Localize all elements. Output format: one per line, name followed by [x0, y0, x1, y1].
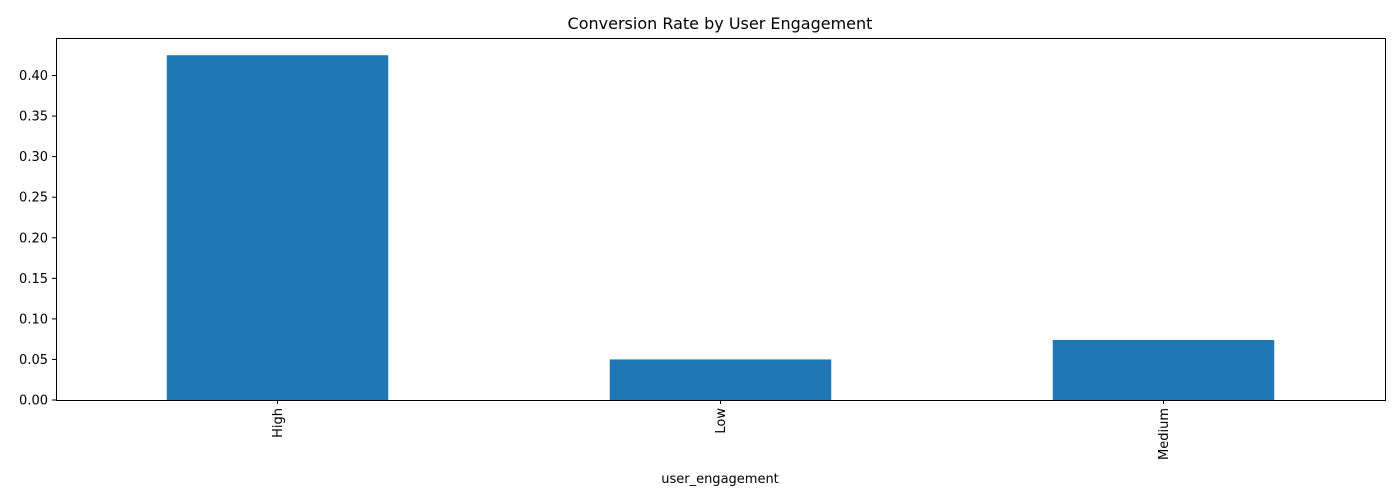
- y-tick-label: 0.25: [19, 191, 48, 206]
- x-axis: High Low Medium: [271, 400, 1172, 460]
- plot-frame: [56, 38, 1386, 401]
- y-axis: 0.00 0.05 0.10 0.15 0.20 0.25 0.30 0.35 0.40: [19, 69, 56, 409]
- x-tick-label-medium: Medium: [1157, 408, 1172, 460]
- y-tick-label: 0.35: [19, 110, 48, 125]
- bar-high: [166, 55, 389, 400]
- y-tick-label: 0.00: [19, 394, 48, 409]
- x-axis-label: user_engagement: [661, 472, 779, 487]
- y-tick-label: 0.10: [19, 312, 48, 327]
- bars: [166, 55, 1275, 400]
- x-tick-label-low: Low: [714, 408, 729, 434]
- bar-low: [609, 359, 832, 400]
- chart-title: Conversion Rate by User Engagement: [568, 14, 873, 33]
- y-tick-label: 0.20: [19, 231, 48, 246]
- bar-medium: [1052, 339, 1275, 400]
- y-tick-label: 0.05: [19, 353, 48, 368]
- y-tick-label: 0.15: [19, 272, 48, 287]
- y-tick-label: 0.30: [19, 150, 48, 165]
- y-tick-label: 0.40: [19, 69, 48, 84]
- x-tick-label-high: High: [271, 408, 286, 438]
